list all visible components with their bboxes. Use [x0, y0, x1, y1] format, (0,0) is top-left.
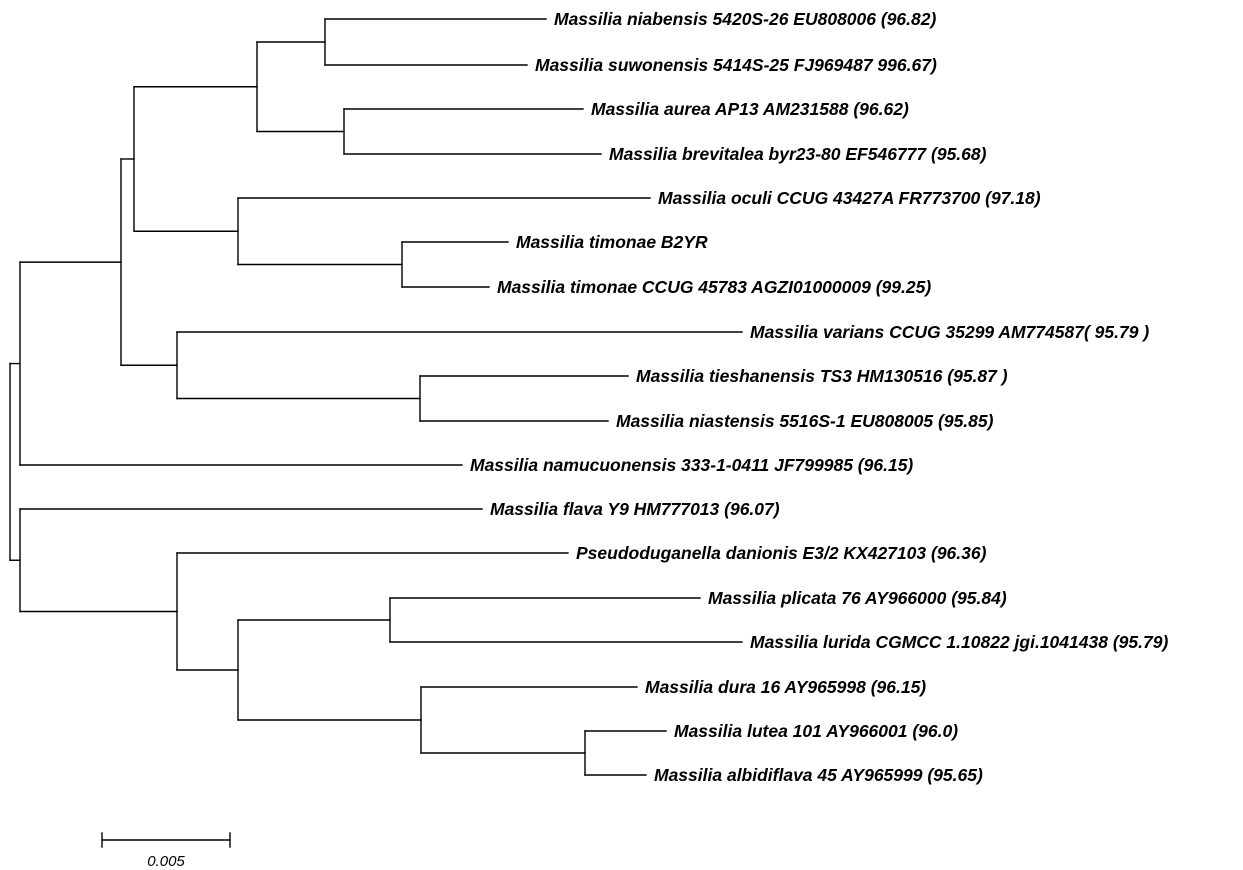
taxon-label-t04: Massilia brevitalea byr23-80 EF546777 (9… — [609, 144, 987, 164]
taxon-labels: Massilia niabensis 5420S-26 EU808006 (96… — [470, 9, 1168, 785]
taxon-label-t17: Massilia lutea 101 AY966001 (96.0) — [674, 721, 958, 741]
taxon-label-t12: Massilia flava Y9 HM777013 (96.07) — [490, 499, 780, 519]
taxon-label-t11: Massilia namucuonensis 333-1-0411 JF7999… — [470, 455, 913, 475]
tree-branches — [10, 19, 742, 775]
taxon-label-t06: Massilia timonae B2YR — [516, 232, 708, 252]
scale-bar: 0.005 — [102, 833, 230, 870]
taxon-label-t15: Massilia lurida CGMCC 1.10822 jgi.104143… — [750, 632, 1168, 652]
taxon-label-t10: Massilia niastensis 5516S-1 EU808005 (95… — [616, 411, 994, 431]
taxon-label-t18: Massilia albidiflava 45 AY965999 (95.65) — [654, 765, 983, 785]
taxon-label-t07: Massilia timonae CCUG 45783 AGZI01000009… — [497, 277, 931, 297]
taxon-label-t03: Massilia aurea AP13 AM231588 (96.62) — [591, 99, 909, 119]
taxon-label-t09: Massilia tieshanensis TS3 HM130516 (95.8… — [636, 366, 1008, 386]
taxon-label-t13: Pseudoduganella danionis E3/2 KX427103 (… — [576, 543, 987, 563]
taxon-label-t02: Massilia suwonensis 5414S-25 FJ969487 99… — [535, 55, 937, 75]
taxon-label-t16: Massilia dura 16 AY965998 (96.15) — [645, 677, 926, 697]
scale-bar-label: 0.005 — [147, 853, 185, 870]
taxon-label-t14: Massilia plicata 76 AY966000 (95.84) — [708, 588, 1007, 608]
taxon-label-t08: Massilia varians CCUG 35299 AM774587( 95… — [750, 322, 1149, 342]
taxon-label-t05: Massilia oculi CCUG 43427A FR773700 (97.… — [658, 188, 1041, 208]
taxon-label-t01: Massilia niabensis 5420S-26 EU808006 (96… — [554, 9, 936, 29]
